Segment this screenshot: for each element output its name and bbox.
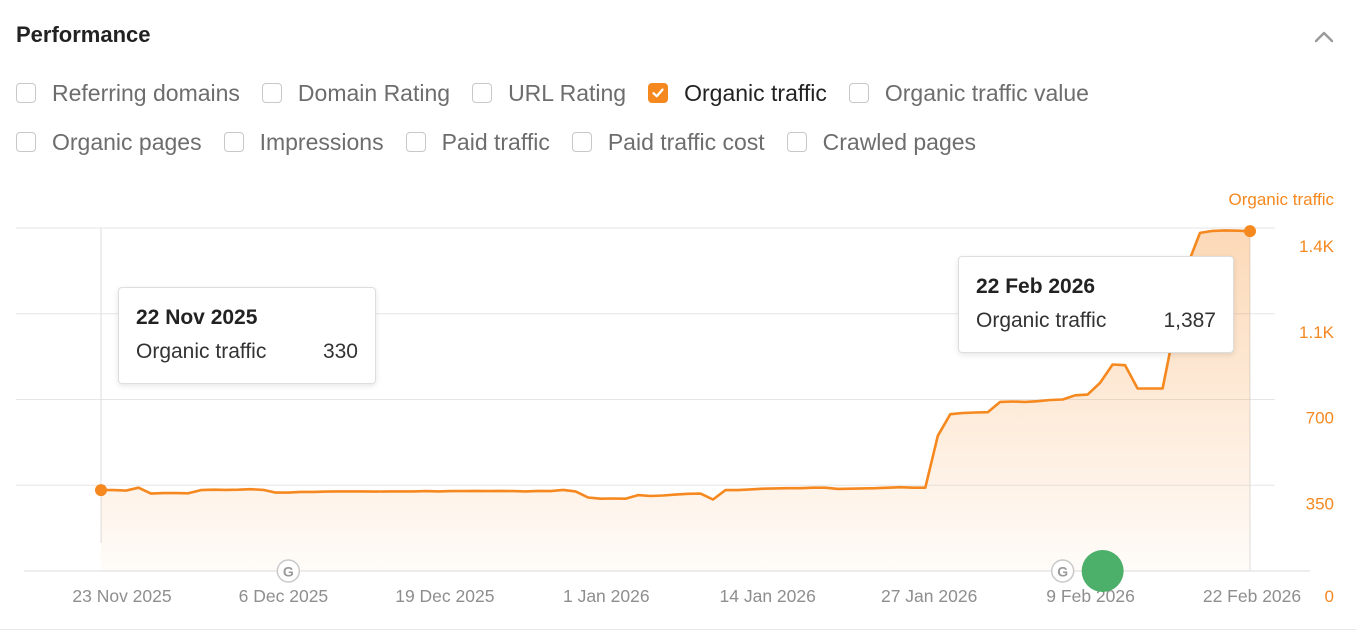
tooltip-metric: Organic traffic [136,340,267,363]
metric-label: URL Rating [508,79,627,106]
tooltip-date: 22 Feb 2026 [976,275,1096,298]
y-tick-label: 1.4K [1299,237,1335,256]
metric-row: Organic pages Impressions Paid traffic Paid… [16,127,1336,157]
data-point-start [95,484,107,497]
google-g-glyph: G [283,564,294,580]
metric-checkbox-item[interactable]: URL Rating [472,80,626,107]
metric-checkbox-item[interactable]: Referring domains [16,80,240,107]
checkbox[interactable] [786,132,807,152]
data-point-end [1244,225,1256,238]
x-tick-label: 6 Dec 2025 [239,586,329,606]
x-tick-label: 1 Jan 2026 [563,586,650,606]
organic-traffic-chart: 0 350 700 1.1K 1.4K Organic traffic 23 Nov 202… [16,190,1335,606]
x-tick-label: 9 Feb 2026 [1046,586,1135,606]
panel-divider [0,629,1356,630]
checkbox-checked[interactable] [648,83,669,103]
checkbox[interactable] [223,132,244,152]
series-line [99,229,1252,501]
metric-label: Paid traffic cost [607,128,765,155]
checkbox[interactable] [261,83,282,103]
checkmark-icon [652,88,664,98]
metric-checkbox-item[interactable]: Organic pages [16,129,202,156]
y-tick-label: 700 [1306,409,1334,428]
checkbox[interactable] [472,83,493,103]
checkbox[interactable] [16,83,36,103]
metric-label: Domain Rating [297,79,451,106]
active-update-marker[interactable] [1081,550,1124,592]
x-tick-label: 23 Nov 2025 [72,586,171,606]
checkbox[interactable] [571,132,592,152]
metric-checkbox-item[interactable]: Crawled pages [786,128,977,156]
checkbox[interactable] [16,132,36,152]
metric-checkbox-item[interactable]: Impressions [223,128,384,156]
panel-title: Performance [16,22,151,47]
google-g-glyph: G [1057,564,1068,580]
metric-label: Referring domains [52,79,240,106]
x-tick-label: 27 Jan 2026 [881,586,977,606]
tooltip-value: 330 [322,340,358,363]
y-tick-label: 0 [1325,587,1334,606]
tooltip-date: 22 Nov 2025 [136,306,258,329]
metric-checkbox-item[interactable]: Paid traffic [405,128,550,156]
metric-row: Referring domains Domain Rating URL Rating… [16,78,1336,108]
x-tick-label: 14 Jan 2026 [720,586,816,606]
performance-header: Performance [16,22,1336,52]
metric-checkbox-item[interactable]: Organic traffic [648,80,827,107]
series-label: Organic traffic [1228,190,1334,209]
tooltip-end: 22 Feb 2026 Organic traffic 1,387 [958,256,1234,353]
metric-label: Impressions [259,128,384,155]
x-tick-label: 19 Dec 2025 [395,586,494,606]
metric-checkbox-item[interactable]: Paid traffic cost [571,128,765,156]
y-tick-label: 350 [1306,494,1334,513]
google-update-icon [276,559,301,583]
metric-label: Organic pages [52,128,202,155]
x-tick-label: 22 Feb 2026 [1203,586,1301,606]
series-area [101,230,1250,571]
google-update-icon [1050,559,1075,583]
metric-label: Paid traffic [441,128,550,155]
metric-label: Organic traffic value [884,79,1089,106]
metric-label: Organic traffic [684,79,827,106]
y-tick-label: 1.1K [1299,323,1335,342]
tooltip-metric: Organic traffic [976,309,1107,332]
chevron-up-icon[interactable] [1312,26,1336,50]
metric-checkbox-list: Referring domains Domain Rating URL Rating… [16,78,1336,176]
tooltip-start: 22 Nov 2025 Organic traffic 330 [118,287,376,384]
metric-checkbox-item[interactable]: Organic traffic value [848,79,1089,107]
metric-checkbox-item[interactable]: Domain Rating [261,79,451,107]
checkbox[interactable] [405,132,426,152]
checkbox[interactable] [848,83,869,103]
tooltip-value: 1,387 [1163,309,1216,332]
metric-label: Crawled pages [822,128,977,155]
